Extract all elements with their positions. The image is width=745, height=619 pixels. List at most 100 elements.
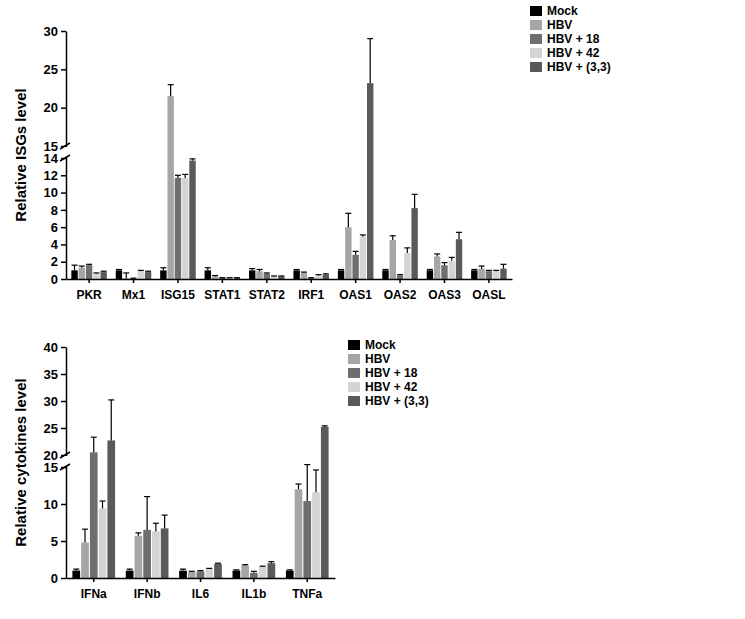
error-cap: [100, 500, 106, 501]
error-bar: [138, 270, 144, 272]
bar: [360, 237, 366, 279]
legend-label: HBV: [547, 18, 572, 32]
legend-swatch: [530, 20, 542, 30]
error-cap: [251, 571, 257, 572]
error-cap: [127, 569, 133, 570]
bar: [249, 270, 255, 279]
error-cap: [212, 275, 218, 276]
tick: 30: [44, 394, 66, 409]
axis-break: [58, 143, 70, 161]
error-cap: [313, 469, 319, 470]
error-bar: [205, 268, 211, 271]
error-stem: [111, 400, 112, 441]
error-cap: [91, 437, 97, 438]
bar: [72, 571, 80, 578]
bar: [427, 270, 433, 279]
break-mark: [60, 464, 70, 470]
error-bar: [79, 266, 85, 268]
tick-mark: [177, 279, 179, 283]
chart-panel: 0246810121415202530PKRMx1ISG15STAT1STAT2…: [12, 4, 611, 302]
tick-label: OAS3: [428, 288, 461, 302]
error-cap: [301, 271, 307, 272]
error-bar: [486, 270, 492, 272]
error-bar: [345, 213, 351, 227]
error-bar: [315, 274, 321, 276]
tick-label: IFNa: [81, 587, 107, 601]
bar: [264, 274, 270, 279]
tick-mark: [399, 279, 401, 283]
bar: [397, 276, 403, 279]
tick-mark: [61, 261, 66, 263]
bar: [250, 573, 258, 578]
error-cap: [189, 571, 195, 572]
error-stem: [392, 236, 393, 240]
tick-label: 0: [51, 571, 58, 586]
tick-label: IFNb: [134, 587, 161, 601]
bar: [315, 276, 321, 279]
error-cap: [123, 272, 129, 273]
error-cap: [257, 269, 263, 270]
bar: [143, 530, 151, 578]
error-cap: [304, 464, 310, 465]
error-cap: [360, 234, 366, 235]
bar: [241, 565, 249, 578]
bar: [271, 276, 277, 279]
legend-label: HBV + (3,3): [547, 60, 611, 74]
bar: [197, 571, 205, 578]
figure: 0246810121415202530PKRMx1ISG15STAT1STAT2…: [0, 0, 745, 619]
error-bar: [360, 235, 366, 237]
bar: [486, 271, 492, 279]
error-bar: [323, 273, 329, 275]
chart-panel: 0510152025303540IFNaIFNbIL6IL1bTNFaRelat…: [12, 338, 429, 601]
error-bar: [162, 515, 168, 528]
bar: [256, 271, 262, 279]
bar: [107, 440, 115, 578]
bar: [138, 271, 144, 279]
error-stem: [74, 265, 75, 270]
legend-label: HBV + 18: [547, 32, 600, 46]
error-bar: [449, 257, 455, 260]
error-cap: [308, 277, 314, 278]
bar: [278, 276, 284, 279]
bar: [79, 268, 85, 279]
tick-label: IL6: [192, 587, 210, 601]
error-bar: [257, 269, 263, 271]
tick-label: 35: [44, 367, 58, 382]
error-bar: [73, 569, 79, 570]
tick: STAT2: [249, 279, 286, 302]
error-bar: [127, 569, 133, 570]
bar: [352, 255, 358, 279]
error-bar: [471, 269, 477, 271]
error-bar: [268, 562, 274, 563]
tick-label: STAT1: [204, 288, 241, 302]
bar: [205, 270, 211, 279]
legend-label: Mock: [547, 4, 578, 18]
error-cap: [233, 569, 239, 570]
error-bar: [404, 248, 410, 253]
error-cap: [412, 194, 418, 195]
error-cap: [160, 267, 166, 268]
error-cap: [249, 268, 255, 269]
error-cap: [434, 253, 440, 254]
tick: 35: [44, 367, 66, 382]
tick-mark: [61, 504, 66, 506]
tick-label: 20: [44, 448, 58, 463]
error-stem: [298, 484, 299, 489]
error-bar: [234, 277, 240, 278]
tick: 20: [44, 100, 66, 115]
error-bar: [168, 85, 174, 97]
error-bar: [175, 175, 181, 178]
legend-label: HBV + 42: [365, 380, 418, 394]
series: [86, 175, 492, 279]
error-bar: [251, 571, 257, 572]
tick: TNFa: [292, 578, 322, 601]
bar: [233, 571, 241, 578]
bar: [367, 83, 373, 279]
tick-label: OAS1: [339, 288, 372, 302]
error-cap: [345, 213, 351, 214]
error-cap: [404, 247, 410, 248]
tick-label: 5: [51, 534, 58, 549]
error-stem: [164, 515, 165, 528]
error-cap: [234, 277, 240, 278]
tick-label: Mx1: [122, 288, 146, 302]
